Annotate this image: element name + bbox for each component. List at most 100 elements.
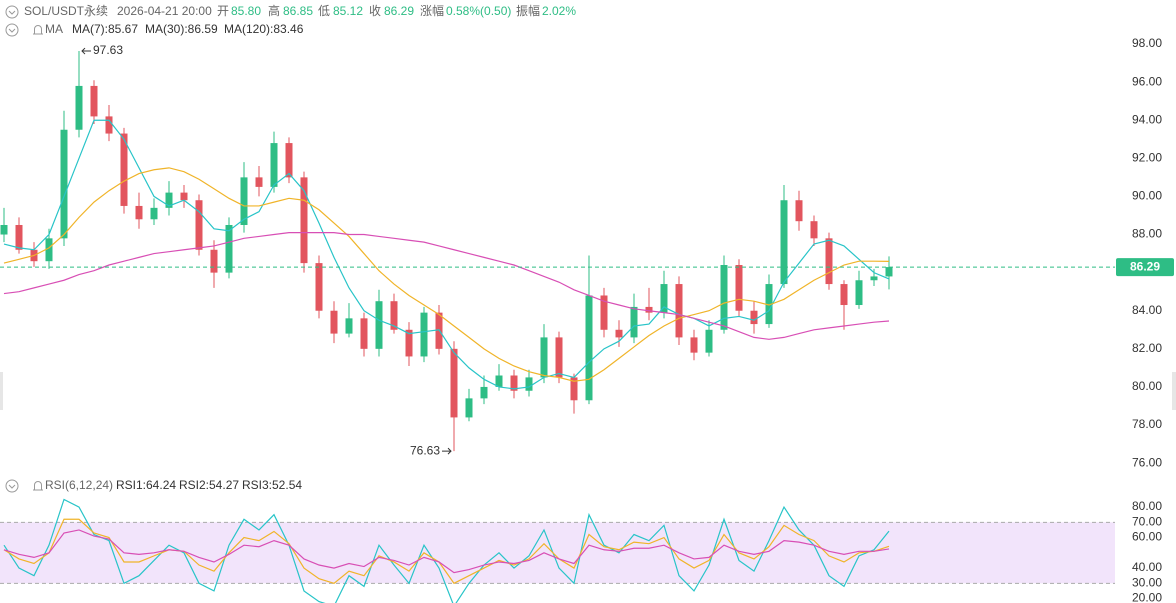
arrow xyxy=(442,447,452,455)
candle-body xyxy=(420,312,428,357)
field-label: 收 xyxy=(369,4,381,18)
y-tick-label: 94.00 xyxy=(1132,112,1162,126)
series-line xyxy=(3,498,890,603)
chevron xyxy=(8,28,16,33)
y-tick-label: 60.00 xyxy=(1132,530,1162,544)
candle-body xyxy=(285,143,293,178)
candle-body xyxy=(795,200,803,222)
field-label: 涨幅 xyxy=(420,3,444,18)
alert-icon[interactable] xyxy=(33,481,43,491)
y-tick-label: 70.00 xyxy=(1132,514,1162,528)
last-price-tag xyxy=(1116,258,1174,277)
y-tick-label: 96.00 xyxy=(1132,74,1162,88)
candle-body xyxy=(885,267,893,277)
candle-body xyxy=(120,133,128,206)
y-tick-label: 88.00 xyxy=(1132,227,1162,241)
candle-body xyxy=(675,284,683,338)
time: 2026-04-21 20:00 xyxy=(117,4,212,18)
y-tick-label: 80.00 xyxy=(1132,379,1162,393)
band xyxy=(0,522,1115,584)
y-tick-label: 80.00 xyxy=(1132,499,1162,513)
candle-body xyxy=(840,284,848,306)
candle-body xyxy=(720,265,728,330)
candle-body xyxy=(210,249,218,273)
candle-body xyxy=(735,265,743,311)
candle-body xyxy=(810,221,818,239)
candle-body xyxy=(615,329,623,338)
candle-body xyxy=(270,143,278,187)
collapse-icon[interactable] xyxy=(5,23,19,37)
y-tick-label: 84.00 xyxy=(1132,303,1162,317)
collapse-icon[interactable] xyxy=(5,479,19,493)
chevron xyxy=(8,484,16,489)
collapse-icon[interactable] xyxy=(5,5,19,19)
y-tick-label: 82.00 xyxy=(1132,341,1162,355)
series-line xyxy=(3,529,890,574)
field-value: 0.58%(0.50) xyxy=(446,4,511,18)
candle-body xyxy=(345,318,353,334)
y-tick-label: 76.00 xyxy=(1132,455,1162,469)
y-tick-label: 20.00 xyxy=(1132,591,1162,603)
candle-body xyxy=(405,329,413,357)
candle-body xyxy=(15,224,23,250)
legend-entry: RSI1:64.24 xyxy=(116,478,176,492)
candle-body xyxy=(450,348,458,418)
max-annotation: 97.63 xyxy=(93,43,123,57)
scroll-handle[interactable] xyxy=(1172,372,1176,410)
series-line xyxy=(3,232,890,340)
series-line xyxy=(3,119,890,390)
candle-body xyxy=(60,129,68,239)
header: SOL/USDT永续 2026-04-21 20:00 开 85.80 高 86… xyxy=(5,3,576,493)
candle-body xyxy=(570,377,578,401)
candle-body xyxy=(375,301,383,349)
y-tick-label: 40.00 xyxy=(1132,560,1162,574)
legend-title: RSI(6,12,24) xyxy=(45,478,113,492)
y-tick-label: 98.00 xyxy=(1132,36,1162,50)
y-tick-label: 92.00 xyxy=(1132,150,1162,164)
last-price-label: 86.29 xyxy=(1130,259,1160,273)
candle-body xyxy=(525,377,533,391)
candle-body xyxy=(0,224,8,235)
field-label: 低 xyxy=(318,4,330,18)
chevron xyxy=(8,10,16,15)
candle-body xyxy=(360,318,368,349)
candle-body xyxy=(690,337,698,353)
candle-body xyxy=(765,284,773,325)
symbol: SOL/USDT永续 xyxy=(24,4,108,18)
candle-body xyxy=(195,200,203,250)
candle-body xyxy=(90,85,98,117)
candle-body xyxy=(630,306,638,338)
candle-body xyxy=(180,192,188,201)
arrow xyxy=(81,47,91,55)
candle-body xyxy=(165,192,173,208)
y-tick-label: 78.00 xyxy=(1132,417,1162,431)
series-line xyxy=(3,167,890,382)
candle-body xyxy=(480,386,488,399)
field-label: 振幅 xyxy=(516,3,540,18)
legend-entry: RSI3:52.54 xyxy=(242,478,302,492)
candle-body xyxy=(240,177,248,225)
field-value: 85.80 xyxy=(231,4,261,18)
field-label: 开 xyxy=(217,4,229,18)
legend-title: MA xyxy=(45,22,63,36)
candle-body xyxy=(105,116,113,134)
candle-body xyxy=(660,284,668,313)
candle-body xyxy=(150,207,158,220)
alert-icon[interactable] xyxy=(33,25,43,35)
candle-body xyxy=(495,375,503,387)
candle-body xyxy=(330,310,338,334)
candle-body xyxy=(645,306,653,313)
y-tick-label: 30.00 xyxy=(1132,575,1162,589)
candle-body xyxy=(255,177,263,187)
y-tick-label: 90.00 xyxy=(1132,189,1162,203)
legend-entry: RSI2:54.27 xyxy=(179,478,239,492)
scroll-handle[interactable] xyxy=(0,372,3,410)
candle-body xyxy=(390,301,398,330)
candle-body xyxy=(825,238,833,285)
legend-entry: MA(30):86.59 xyxy=(145,22,218,36)
candle-body xyxy=(855,280,863,306)
candle-body xyxy=(540,337,548,378)
field-value: 86.29 xyxy=(384,4,414,18)
candle-body xyxy=(600,295,608,330)
